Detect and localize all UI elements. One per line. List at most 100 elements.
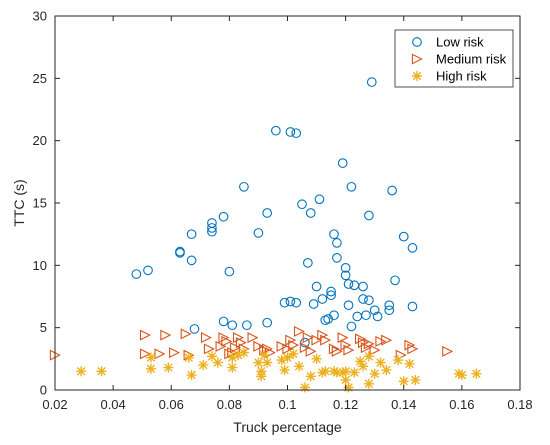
data-point-high-risk-43 bbox=[392, 354, 404, 366]
legend-marker-low-risk bbox=[412, 37, 422, 47]
y-tick-label: 15 bbox=[33, 196, 47, 211]
data-point-high-risk-9 bbox=[212, 357, 223, 368]
data-point-low-risk-18 bbox=[262, 317, 273, 328]
data-point-low-risk-13 bbox=[227, 320, 238, 331]
legend-marker-high-risk bbox=[411, 70, 423, 82]
data-point-high-risk-2 bbox=[145, 363, 157, 375]
data-point-medium-risk-44 bbox=[369, 344, 381, 356]
data-point-low-risk-27 bbox=[302, 257, 313, 268]
x-axis-label: Truck percentage bbox=[233, 419, 342, 435]
series-low-risk bbox=[131, 41, 418, 348]
data-point-low-risk-9 bbox=[207, 226, 217, 237]
y-axis-ticks: 0 5 10 15 20 25 30 bbox=[33, 9, 520, 398]
data-point-low-risk-14 bbox=[239, 181, 249, 192]
data-point-high-risk-5 bbox=[183, 352, 194, 363]
data-point-low-risk-41 bbox=[337, 158, 348, 168]
data-point-low-risk-39 bbox=[332, 253, 342, 263]
data-point-medium-risk-20 bbox=[253, 340, 265, 352]
y-tick-label: 20 bbox=[33, 133, 47, 148]
y-tick-label: 10 bbox=[33, 258, 47, 273]
data-point-high-risk-7 bbox=[198, 359, 209, 371]
data-point-medium-risk-2 bbox=[139, 348, 151, 360]
y-tick-label: 25 bbox=[33, 71, 47, 86]
x-tick-label: 0.18 bbox=[507, 397, 532, 412]
data-point-low-risk-31 bbox=[314, 194, 325, 205]
data-point-high-risk-13 bbox=[238, 347, 250, 358]
data-point-low-risk-8 bbox=[207, 223, 217, 233]
legend-label-low-risk: Low risk bbox=[436, 35, 484, 50]
data-markers bbox=[49, 41, 482, 393]
data-point-low-risk-56 bbox=[369, 305, 380, 316]
data-point-medium-risk-46 bbox=[381, 334, 393, 346]
y-tick-label: 30 bbox=[33, 9, 47, 24]
data-point-high-risk-41 bbox=[375, 357, 386, 368]
x-tick-label: 0.04 bbox=[100, 397, 125, 412]
data-point-low-risk-10 bbox=[218, 211, 229, 222]
data-point-low-risk-45 bbox=[343, 300, 354, 311]
data-point-high-risk-23 bbox=[293, 361, 305, 372]
data-point-high-risk-46 bbox=[410, 374, 421, 386]
data-point-high-risk-0 bbox=[75, 366, 87, 377]
data-point-high-risk-24 bbox=[299, 382, 311, 393]
data-point-medium-risk-1 bbox=[139, 329, 151, 341]
data-point-high-risk-32 bbox=[340, 366, 351, 377]
legend: Low risk Medium risk High risk bbox=[394, 29, 514, 88]
legend-label-medium-risk: Medium risk bbox=[436, 52, 507, 67]
data-point-high-risk-14 bbox=[253, 357, 264, 368]
data-point-low-risk-21 bbox=[285, 127, 296, 137]
data-point-medium-risk-32 bbox=[311, 334, 323, 346]
data-point-medium-risk-35 bbox=[328, 343, 340, 355]
data-point-high-risk-39 bbox=[363, 378, 375, 389]
series-medium-risk bbox=[49, 325, 454, 361]
data-point-low-risk-30 bbox=[311, 281, 322, 292]
data-point-low-risk-23 bbox=[285, 296, 296, 307]
data-point-low-risk-0 bbox=[131, 269, 142, 279]
data-point-medium-risk-43 bbox=[363, 338, 375, 350]
data-point-low-risk-52 bbox=[361, 310, 371, 321]
data-point-low-risk-51 bbox=[358, 294, 368, 304]
data-point-high-risk-33 bbox=[340, 374, 351, 386]
data-point-medium-risk-33 bbox=[317, 329, 329, 341]
data-point-low-risk-65 bbox=[407, 301, 418, 312]
x-tick-label: 0.14 bbox=[391, 397, 416, 412]
data-point-low-risk-53 bbox=[364, 210, 374, 221]
data-point-medium-risk-39 bbox=[343, 344, 355, 356]
data-point-medium-risk-45 bbox=[375, 335, 387, 347]
data-point-low-risk-36 bbox=[326, 290, 336, 301]
data-point-high-risk-28 bbox=[320, 366, 331, 377]
data-point-low-risk-16 bbox=[253, 228, 264, 238]
data-point-medium-risk-6 bbox=[180, 328, 192, 340]
data-point-medium-risk-23 bbox=[264, 347, 276, 359]
data-point-low-risk-22 bbox=[291, 128, 302, 139]
data-point-medium-risk-49 bbox=[407, 343, 419, 355]
data-point-high-risk-18 bbox=[261, 357, 273, 368]
data-point-medium-risk-48 bbox=[404, 339, 416, 351]
data-point-medium-risk-41 bbox=[357, 337, 369, 349]
x-tick-label: 0.02 bbox=[42, 397, 67, 412]
legend-label-high-risk: High risk bbox=[436, 69, 487, 84]
data-point-low-risk-59 bbox=[384, 305, 395, 316]
y-tick-label: 5 bbox=[40, 320, 47, 335]
data-point-medium-risk-3 bbox=[154, 348, 166, 360]
data-point-medium-risk-50 bbox=[442, 345, 454, 357]
data-point-medium-risk-30 bbox=[302, 332, 314, 344]
data-point-low-risk-50 bbox=[358, 281, 368, 292]
data-point-low-risk-35 bbox=[326, 286, 336, 297]
data-point-low-risk-61 bbox=[390, 275, 400, 286]
data-point-medium-risk-38 bbox=[340, 339, 352, 351]
data-point-low-risk-32 bbox=[317, 294, 328, 304]
data-point-low-risk-63 bbox=[398, 231, 409, 242]
data-point-medium-risk-11 bbox=[218, 332, 230, 344]
data-point-low-risk-25 bbox=[297, 199, 307, 210]
data-point-low-risk-42 bbox=[340, 262, 351, 273]
data-point-low-risk-38 bbox=[332, 238, 342, 248]
y-tick-label: 0 bbox=[40, 383, 47, 398]
data-point-medium-risk-34 bbox=[320, 334, 332, 346]
data-point-medium-risk-26 bbox=[285, 334, 297, 346]
data-point-high-risk-21 bbox=[282, 352, 293, 363]
data-point-medium-risk-9 bbox=[203, 343, 215, 355]
data-point-medium-risk-24 bbox=[276, 340, 288, 352]
data-point-medium-risk-27 bbox=[288, 339, 300, 351]
data-point-high-risk-11 bbox=[227, 362, 238, 373]
